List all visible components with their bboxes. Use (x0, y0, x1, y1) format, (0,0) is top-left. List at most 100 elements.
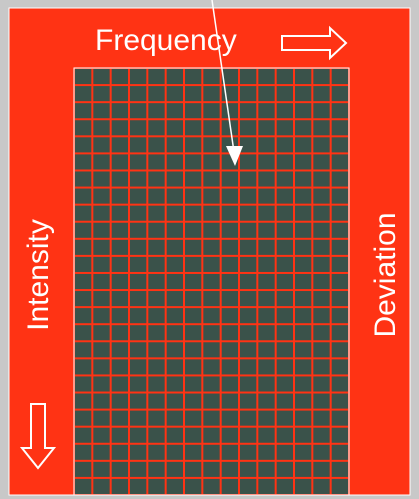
grid-cell (276, 291, 293, 307)
grid-cell (258, 393, 275, 409)
grid-cell (295, 393, 312, 409)
grid-cell (75, 103, 92, 119)
grid-cell (295, 376, 312, 392)
grid-cell (148, 188, 165, 204)
grid-cell (93, 478, 110, 494)
grid-cell (148, 120, 165, 136)
grid-cell (111, 103, 128, 119)
grid-cell (185, 69, 202, 85)
grid-cell (166, 239, 183, 255)
grid-cell (111, 256, 128, 272)
grid-cell (130, 393, 147, 409)
grid-cell (221, 342, 238, 358)
grid-cell (203, 256, 220, 272)
grid-cell (148, 325, 165, 341)
grid-cell (75, 410, 92, 426)
grid-cell (331, 256, 348, 272)
grid-cell (203, 376, 220, 392)
grid-cell (75, 171, 92, 187)
grid-cell (276, 222, 293, 238)
grid-cell (258, 478, 275, 494)
grid-cell (93, 137, 110, 153)
grid-cell (240, 154, 257, 170)
grid-cell (276, 154, 293, 170)
grid-cell (258, 239, 275, 255)
grid-cell (111, 273, 128, 290)
grid-cell (276, 188, 293, 204)
grid-cell (331, 342, 348, 358)
deviation-label: Deviation (369, 212, 402, 338)
grid-cell (276, 444, 293, 460)
grid-cell (166, 342, 183, 358)
grid-cell (240, 291, 257, 307)
grid-cell (185, 171, 202, 187)
grid-cell (295, 291, 312, 307)
grid-cell (148, 256, 165, 272)
grid-cell (166, 410, 183, 426)
grid-cell (185, 478, 202, 494)
grid-cell (258, 291, 275, 307)
grid-cell (221, 461, 238, 477)
grid-cell (240, 427, 257, 443)
grid-cell (130, 120, 147, 136)
grid-cell (313, 137, 330, 153)
grid-cell (148, 444, 165, 460)
grid-cell (130, 342, 147, 358)
grid-cell (93, 120, 110, 136)
grid-cell (130, 188, 147, 204)
grid-cell (240, 86, 257, 102)
grid-cell (258, 120, 275, 136)
grid-cell (276, 376, 293, 392)
grid-cell (240, 359, 257, 375)
grid-cell (221, 103, 238, 119)
grid-cell (148, 376, 165, 392)
grid-cell (185, 376, 202, 392)
grid-cell (258, 325, 275, 341)
grid-cell (240, 222, 257, 238)
grid-cell (203, 222, 220, 238)
grid-cell (258, 376, 275, 392)
grid-cell (276, 120, 293, 136)
grid-cell (75, 359, 92, 375)
grid-cell (203, 308, 220, 324)
grid-cell (276, 308, 293, 324)
grid-cell (111, 188, 128, 204)
grid-cell (185, 103, 202, 119)
grid-cell (221, 325, 238, 341)
grid-cell (130, 427, 147, 443)
grid-cell (111, 239, 128, 255)
grid-cell (221, 273, 238, 290)
grid-cell (276, 69, 293, 85)
grid-cell (203, 120, 220, 136)
grid-cell (75, 393, 92, 409)
grid-cell (166, 393, 183, 409)
grid-cell (166, 291, 183, 307)
grid-cell (276, 137, 293, 153)
grid-cell (331, 376, 348, 392)
grid-cell (313, 478, 330, 494)
grid-cell (331, 444, 348, 460)
grid-cell (221, 410, 238, 426)
grid-cell (240, 69, 257, 85)
grid-cell (111, 427, 128, 443)
grid-cell (93, 69, 110, 85)
grid-cell (111, 171, 128, 187)
grid-cell (258, 188, 275, 204)
grid-cell (203, 325, 220, 341)
grid-cell (203, 86, 220, 102)
grid-cell (75, 376, 92, 392)
grid-cell (148, 205, 165, 221)
grid-cell (313, 103, 330, 119)
grid-cell (148, 308, 165, 324)
grid-cell (166, 444, 183, 460)
grid-cell (295, 478, 312, 494)
grid-cell (75, 154, 92, 170)
grid-matrix (73, 67, 350, 496)
grid-cell (258, 410, 275, 426)
grid-cell (221, 239, 238, 255)
grid-cell (130, 308, 147, 324)
grid-cell (295, 427, 312, 443)
grid-cell (258, 137, 275, 153)
grid-cell (93, 239, 110, 255)
